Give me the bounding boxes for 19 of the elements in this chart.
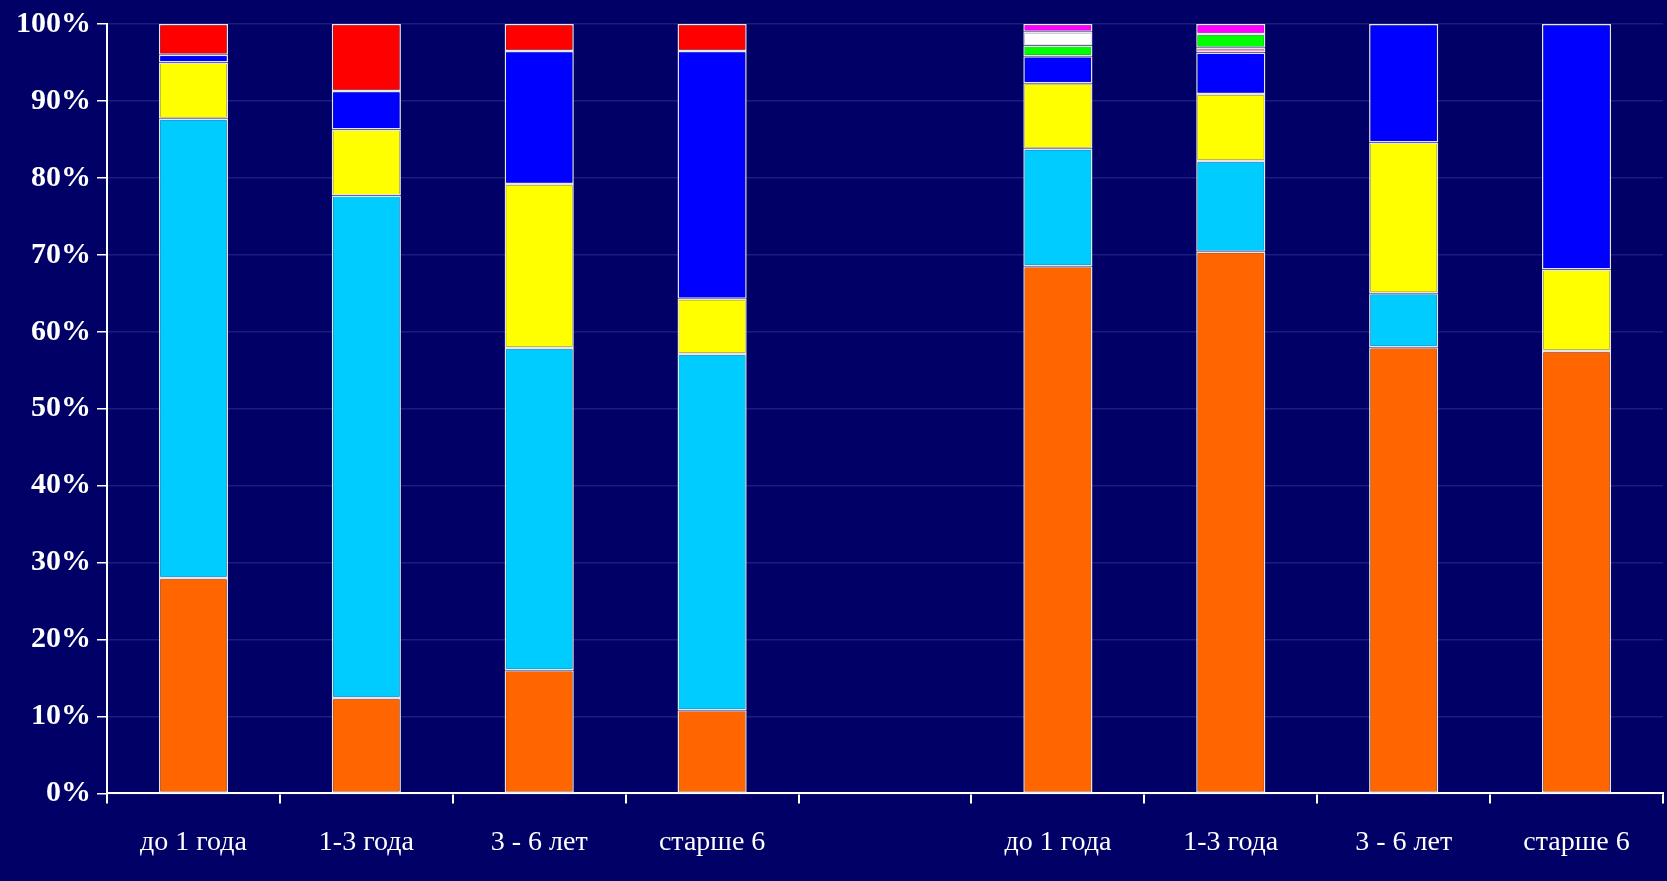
y-tick-label: 10% (31, 697, 91, 731)
y-tick-label: 90% (31, 81, 91, 115)
x-tick-label: старше 6 (1523, 824, 1630, 856)
y-tick-label: 100% (16, 4, 91, 38)
x-tick-label: 1-3 года (1183, 824, 1279, 856)
x-tick-label: 1-3 года (318, 824, 415, 856)
x-tick-label: 3 - 6 лет (490, 824, 588, 856)
y-tick-label: 70% (31, 235, 91, 269)
x-tick-label: 3 - 6 лет (1355, 824, 1453, 856)
x-tick-label: до 1 года (139, 824, 248, 856)
y-tick-label: 60% (31, 312, 91, 346)
y-tick-label: 0% (46, 774, 91, 808)
y-tick-label: 30% (31, 543, 91, 577)
y-tick-label: 20% (31, 620, 91, 654)
y-tick-label: 40% (31, 466, 91, 500)
y-tick-label: 80% (31, 158, 91, 192)
x-tick-label: старше 6 (658, 824, 766, 856)
x-tick-label: до 1 года (1004, 824, 1112, 856)
y-tick-label: 50% (31, 389, 91, 423)
